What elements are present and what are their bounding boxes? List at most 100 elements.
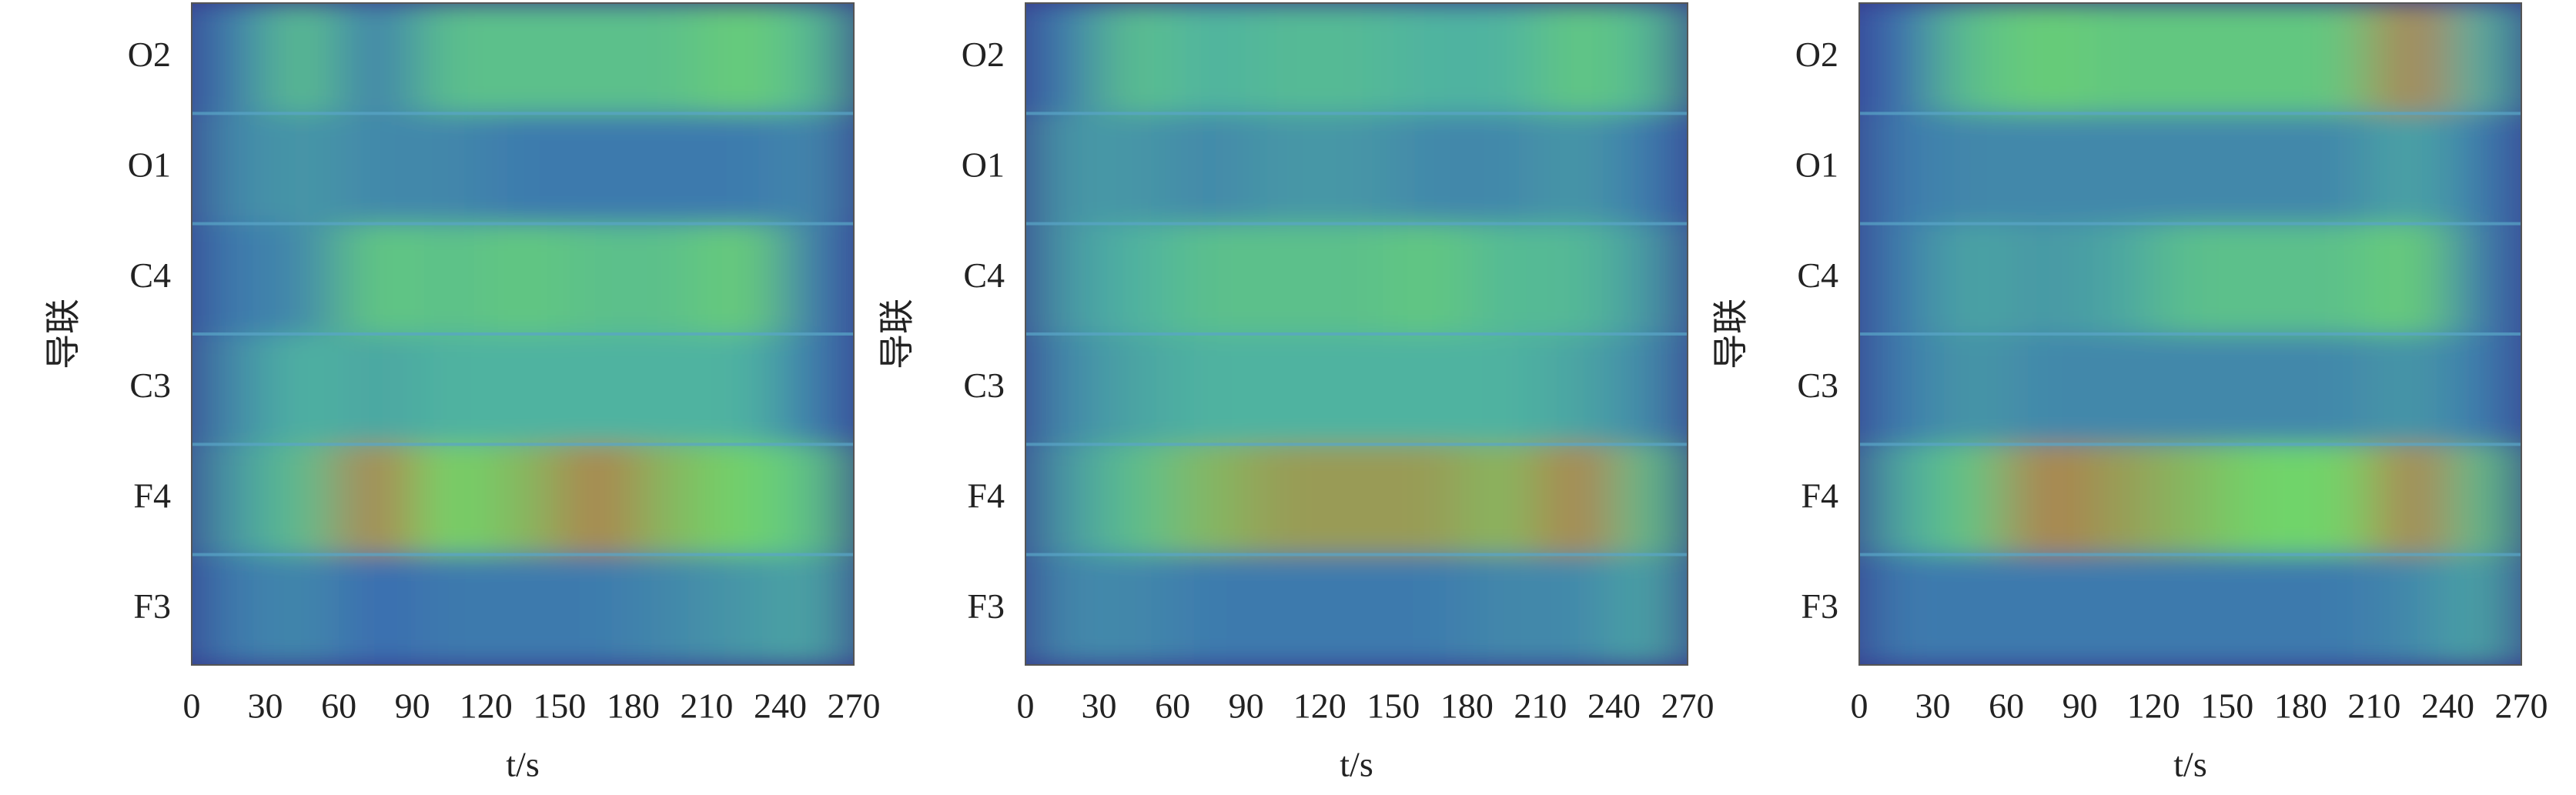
x-axis-label: t/s [1340, 745, 1373, 784]
heatmap-cell [2374, 444, 2448, 556]
heatmap-cell [1932, 554, 2007, 665]
heatmap-cell [633, 3, 708, 114]
heatmap-cell [1932, 113, 2007, 225]
heatmap-cell [2079, 113, 2154, 225]
heatmap-cell [2006, 113, 2081, 225]
heatmap-cell [2153, 113, 2228, 225]
heatmap-cell [1614, 223, 1688, 335]
heatmap-cell [2447, 113, 2521, 225]
y-tick-label: C3 [129, 366, 171, 405]
heatmap-cell [706, 3, 781, 114]
y-tick-label: F3 [1801, 586, 1838, 626]
heatmap-cell [2079, 554, 2154, 665]
y-tick-label: F3 [133, 586, 171, 626]
heatmap-cell [1540, 113, 1614, 225]
x-tick-label: 120 [460, 686, 513, 726]
x-tick-label: 210 [1514, 686, 1567, 726]
heatmap-cell [2447, 223, 2521, 335]
heatmap-cell [706, 554, 781, 665]
heatmap-cell [192, 554, 266, 665]
heatmap-cell [2153, 223, 2228, 335]
plot-area [1859, 3, 2521, 665]
heatmap-cell [1614, 334, 1688, 445]
heatmap-cell [1467, 3, 1541, 114]
heatmap-cell [1320, 113, 1394, 225]
heatmap-cell [1859, 3, 1934, 114]
heatmap-cell [1246, 3, 1320, 114]
heatmap-cell [2226, 444, 2301, 556]
heatmap-cell [2153, 444, 2228, 556]
heatmap-cell [1320, 3, 1394, 114]
heatmap-cell [192, 223, 266, 335]
heatmap-cell [1099, 113, 1173, 225]
heatmap-cell [1393, 223, 1467, 335]
heatmap-cell [1025, 223, 1100, 335]
heatmap-cell [2006, 554, 2081, 665]
heatmap-cell [1246, 554, 1320, 665]
heatmap-cell [559, 3, 634, 114]
x-tick-label: 90 [395, 686, 430, 726]
heatmap-cell [1173, 113, 1247, 225]
x-tick-label: 120 [1293, 686, 1347, 726]
x-tick-label: 30 [1915, 686, 1951, 726]
heatmap-cell [1859, 334, 1934, 445]
x-tick-label: 120 [2127, 686, 2180, 726]
heatmap-cell [2226, 113, 2301, 225]
heatmap-cell [633, 444, 708, 556]
heatmap-cell [780, 444, 854, 556]
heatmap-cell [2300, 444, 2375, 556]
heatmap-cell [486, 3, 560, 114]
heatmap-cell [2079, 223, 2154, 335]
heatmap-cell [1467, 223, 1541, 335]
heatmap-cell [2226, 554, 2301, 665]
y-tick-label: O2 [1795, 35, 1838, 74]
heatmap-cell [1320, 223, 1394, 335]
heatmap-cell [1099, 554, 1173, 665]
heatmap-cell [1393, 113, 1467, 225]
heatmap-cell [1540, 444, 1614, 556]
x-tick-label: 150 [2200, 686, 2253, 726]
heatmap-cell [412, 223, 487, 335]
heatmap-cell [1099, 444, 1173, 556]
heatmap-cell [339, 3, 413, 114]
heatmap-cell [265, 444, 340, 556]
heatmap-cell [486, 223, 560, 335]
heatmap-cell [192, 334, 266, 445]
heatmap-cell [1614, 3, 1688, 114]
heatmap-cell [559, 554, 634, 665]
heatmap-cell [2079, 3, 2154, 114]
heatmap-cell [2300, 223, 2375, 335]
heatmap-cell [633, 334, 708, 445]
y-tick-label: F3 [967, 586, 1005, 626]
y-tick-label: C4 [963, 256, 1005, 295]
x-tick-label: 60 [1989, 686, 2024, 726]
heatmap-cell [486, 444, 560, 556]
x-tick-label: 270 [1661, 686, 1715, 726]
plot-area [1025, 3, 1688, 665]
x-tick-label: 60 [1155, 686, 1190, 726]
heatmap-cell [339, 444, 413, 556]
heatmap-cell [339, 334, 413, 445]
x-tick-label: 180 [1440, 686, 1494, 726]
heatmap-cell [339, 223, 413, 335]
heatmap-cell [1467, 554, 1541, 665]
heatmap-cell [559, 223, 634, 335]
heatmap-cell [2300, 3, 2375, 114]
x-tick-label: 150 [533, 686, 586, 726]
y-tick-label: O1 [1795, 145, 1838, 185]
heatmap-cell [339, 113, 413, 225]
x-tick-label: 180 [2274, 686, 2327, 726]
heatmap-cell [633, 113, 708, 225]
heatmap-cells [1859, 3, 2521, 665]
heatmap-cell [265, 334, 340, 445]
y-axis-label: 导联 [1711, 299, 1751, 369]
heatmap-cell [1173, 3, 1247, 114]
heatmap-cell [559, 113, 634, 225]
x-tick-label: 0 [183, 686, 201, 726]
heatmap-cell [486, 334, 560, 445]
heatmap-cell [1467, 113, 1541, 225]
heatmap-cell [1025, 554, 1100, 665]
x-tick-label: 180 [607, 686, 660, 726]
heatmap-cell [2079, 334, 2154, 445]
x-tick-label: 210 [2347, 686, 2400, 726]
